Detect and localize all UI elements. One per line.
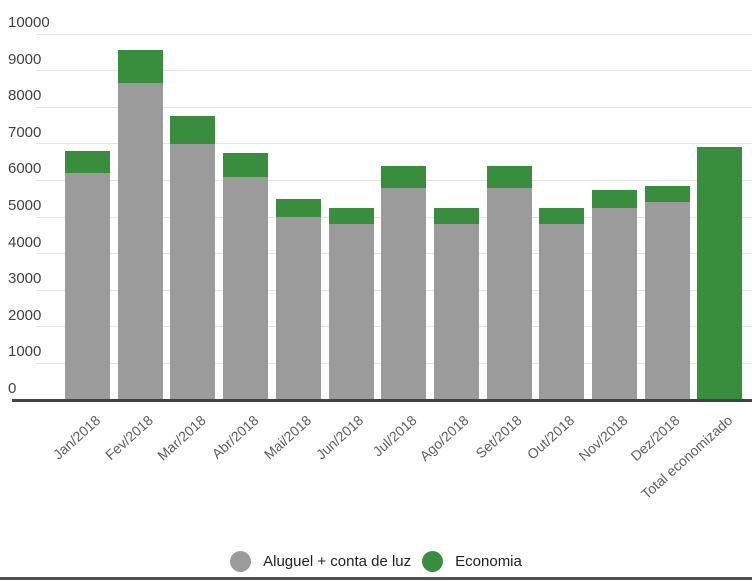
bar-jul-2018[interactable] [381,165,427,400]
x-axis-tick-label-jan-2018: Jan/2018 [49,412,104,463]
bar-jan-2018[interactable] [65,151,110,400]
bar-segment-aluguel-set-2018[interactable] [486,187,532,400]
bar-segment-aluguel-mai-2018[interactable] [275,216,321,400]
y-axis-tick-label: 4000 [8,233,42,251]
x-axis-tick-label-jun-2018: Jun/2018 [313,412,367,463]
bar-segment-economia-mai-2018[interactable] [275,198,321,217]
bar-segment-economia-abr-2018[interactable] [223,152,269,177]
bar-segment-economia-out-2018[interactable] [539,207,585,225]
y-axis-tick-label: 2000 [8,306,42,324]
bar-segment-economia-fev-2018[interactable] [117,50,163,84]
bar-ago-2018[interactable] [433,207,479,400]
bar-nov-2018[interactable] [592,189,637,400]
legend-item-aluguel[interactable]: Aluguel + conta de luz [230,550,412,572]
y-axis-tick-label: 8000 [8,87,42,105]
x-axis-tick-label-ago-2018: Ago/2018 [416,412,473,465]
x-axis-tick-label-abr-2018: Abr/2018 [208,412,262,462]
gridline-9000 [36,70,752,72]
y-axis-tick-label: 9000 [8,50,42,68]
x-axis-tick-label-nov-2018: Nov/2018 [574,412,631,464]
y-axis-tick-label: 7000 [8,123,42,141]
legend-item-economia[interactable]: Economia [422,550,522,572]
bar-segment-economia-jun-2018[interactable] [328,207,374,225]
bar-segment-aluguel-jan-2018[interactable] [65,173,110,400]
bar-segment-economia-total-economizado[interactable] [697,147,743,400]
bar-segment-aluguel-out-2018[interactable] [539,224,585,400]
bar-segment-aluguel-nov-2018[interactable] [592,207,637,400]
bar-jun-2018[interactable] [328,207,374,400]
gridline-7000 [36,143,752,145]
gridline-8000 [36,106,752,108]
y-axis-tick-label: 10000 [8,14,50,31]
y-axis-tick-label: 6000 [8,160,42,178]
legend-swatch-green-icon [422,550,444,572]
bar-mar-2018[interactable] [170,116,216,400]
bar-dez-2018[interactable] [644,185,690,400]
bar-segment-economia-ago-2018[interactable] [433,207,479,225]
legend-label-aluguel: Aluguel + conta de luz [263,552,412,570]
legend-swatch-gray-icon [230,550,252,572]
bar-set-2018[interactable] [486,165,532,400]
gridline-10000 [36,33,752,35]
x-axis-tick-label-out-2018: Out/2018 [524,412,578,463]
bar-total-economizado[interactable] [697,147,743,400]
bar-segment-economia-nov-2018[interactable] [592,189,637,208]
bar-segment-economia-jul-2018[interactable] [381,165,427,188]
x-axis-tick-label-fev-2018: Fev/2018 [101,412,156,463]
x-axis-tick-label-mar-2018: Mar/2018 [153,412,209,464]
bar-segment-aluguel-dez-2018[interactable] [644,202,690,400]
y-axis-tick-label: 1000 [8,343,42,361]
bar-segment-economia-jan-2018[interactable] [65,151,110,174]
x-axis-tick-label-mai-2018: Mai/2018 [260,412,315,463]
bar-segment-aluguel-abr-2018[interactable] [223,176,269,400]
bottom-divider [0,577,752,580]
bar-segment-aluguel-jun-2018[interactable] [328,224,374,400]
bar-abr-2018[interactable] [223,152,269,400]
bar-out-2018[interactable] [539,207,585,400]
y-axis-tick-label: 3000 [8,270,42,288]
bar-segment-aluguel-mar-2018[interactable] [170,143,216,400]
bar-fev-2018[interactable] [117,50,163,400]
y-axis-tick-label: 0 [8,380,17,397]
bar-segment-economia-dez-2018[interactable] [644,185,690,203]
x-axis-tick-label-set-2018: Set/2018 [472,412,525,462]
bar-segment-aluguel-ago-2018[interactable] [433,224,479,400]
legend-label-economia: Economia [455,552,522,570]
y-axis-tick-label: 5000 [8,197,42,214]
bar-segment-aluguel-fev-2018[interactable] [117,83,163,400]
x-axis-baseline [12,399,752,402]
bar-segment-economia-mar-2018[interactable] [170,116,216,144]
x-axis-tick-label-total-economizado: Total economizado [638,412,736,503]
x-axis-tick-label-jul-2018: Jul/2018 [369,412,420,460]
bar-segment-economia-set-2018[interactable] [486,165,532,188]
chart-legend: Aluguel + conta de luz Economia [0,548,752,574]
bar-segment-aluguel-jul-2018[interactable] [381,187,427,400]
bar-mai-2018[interactable] [275,198,321,400]
